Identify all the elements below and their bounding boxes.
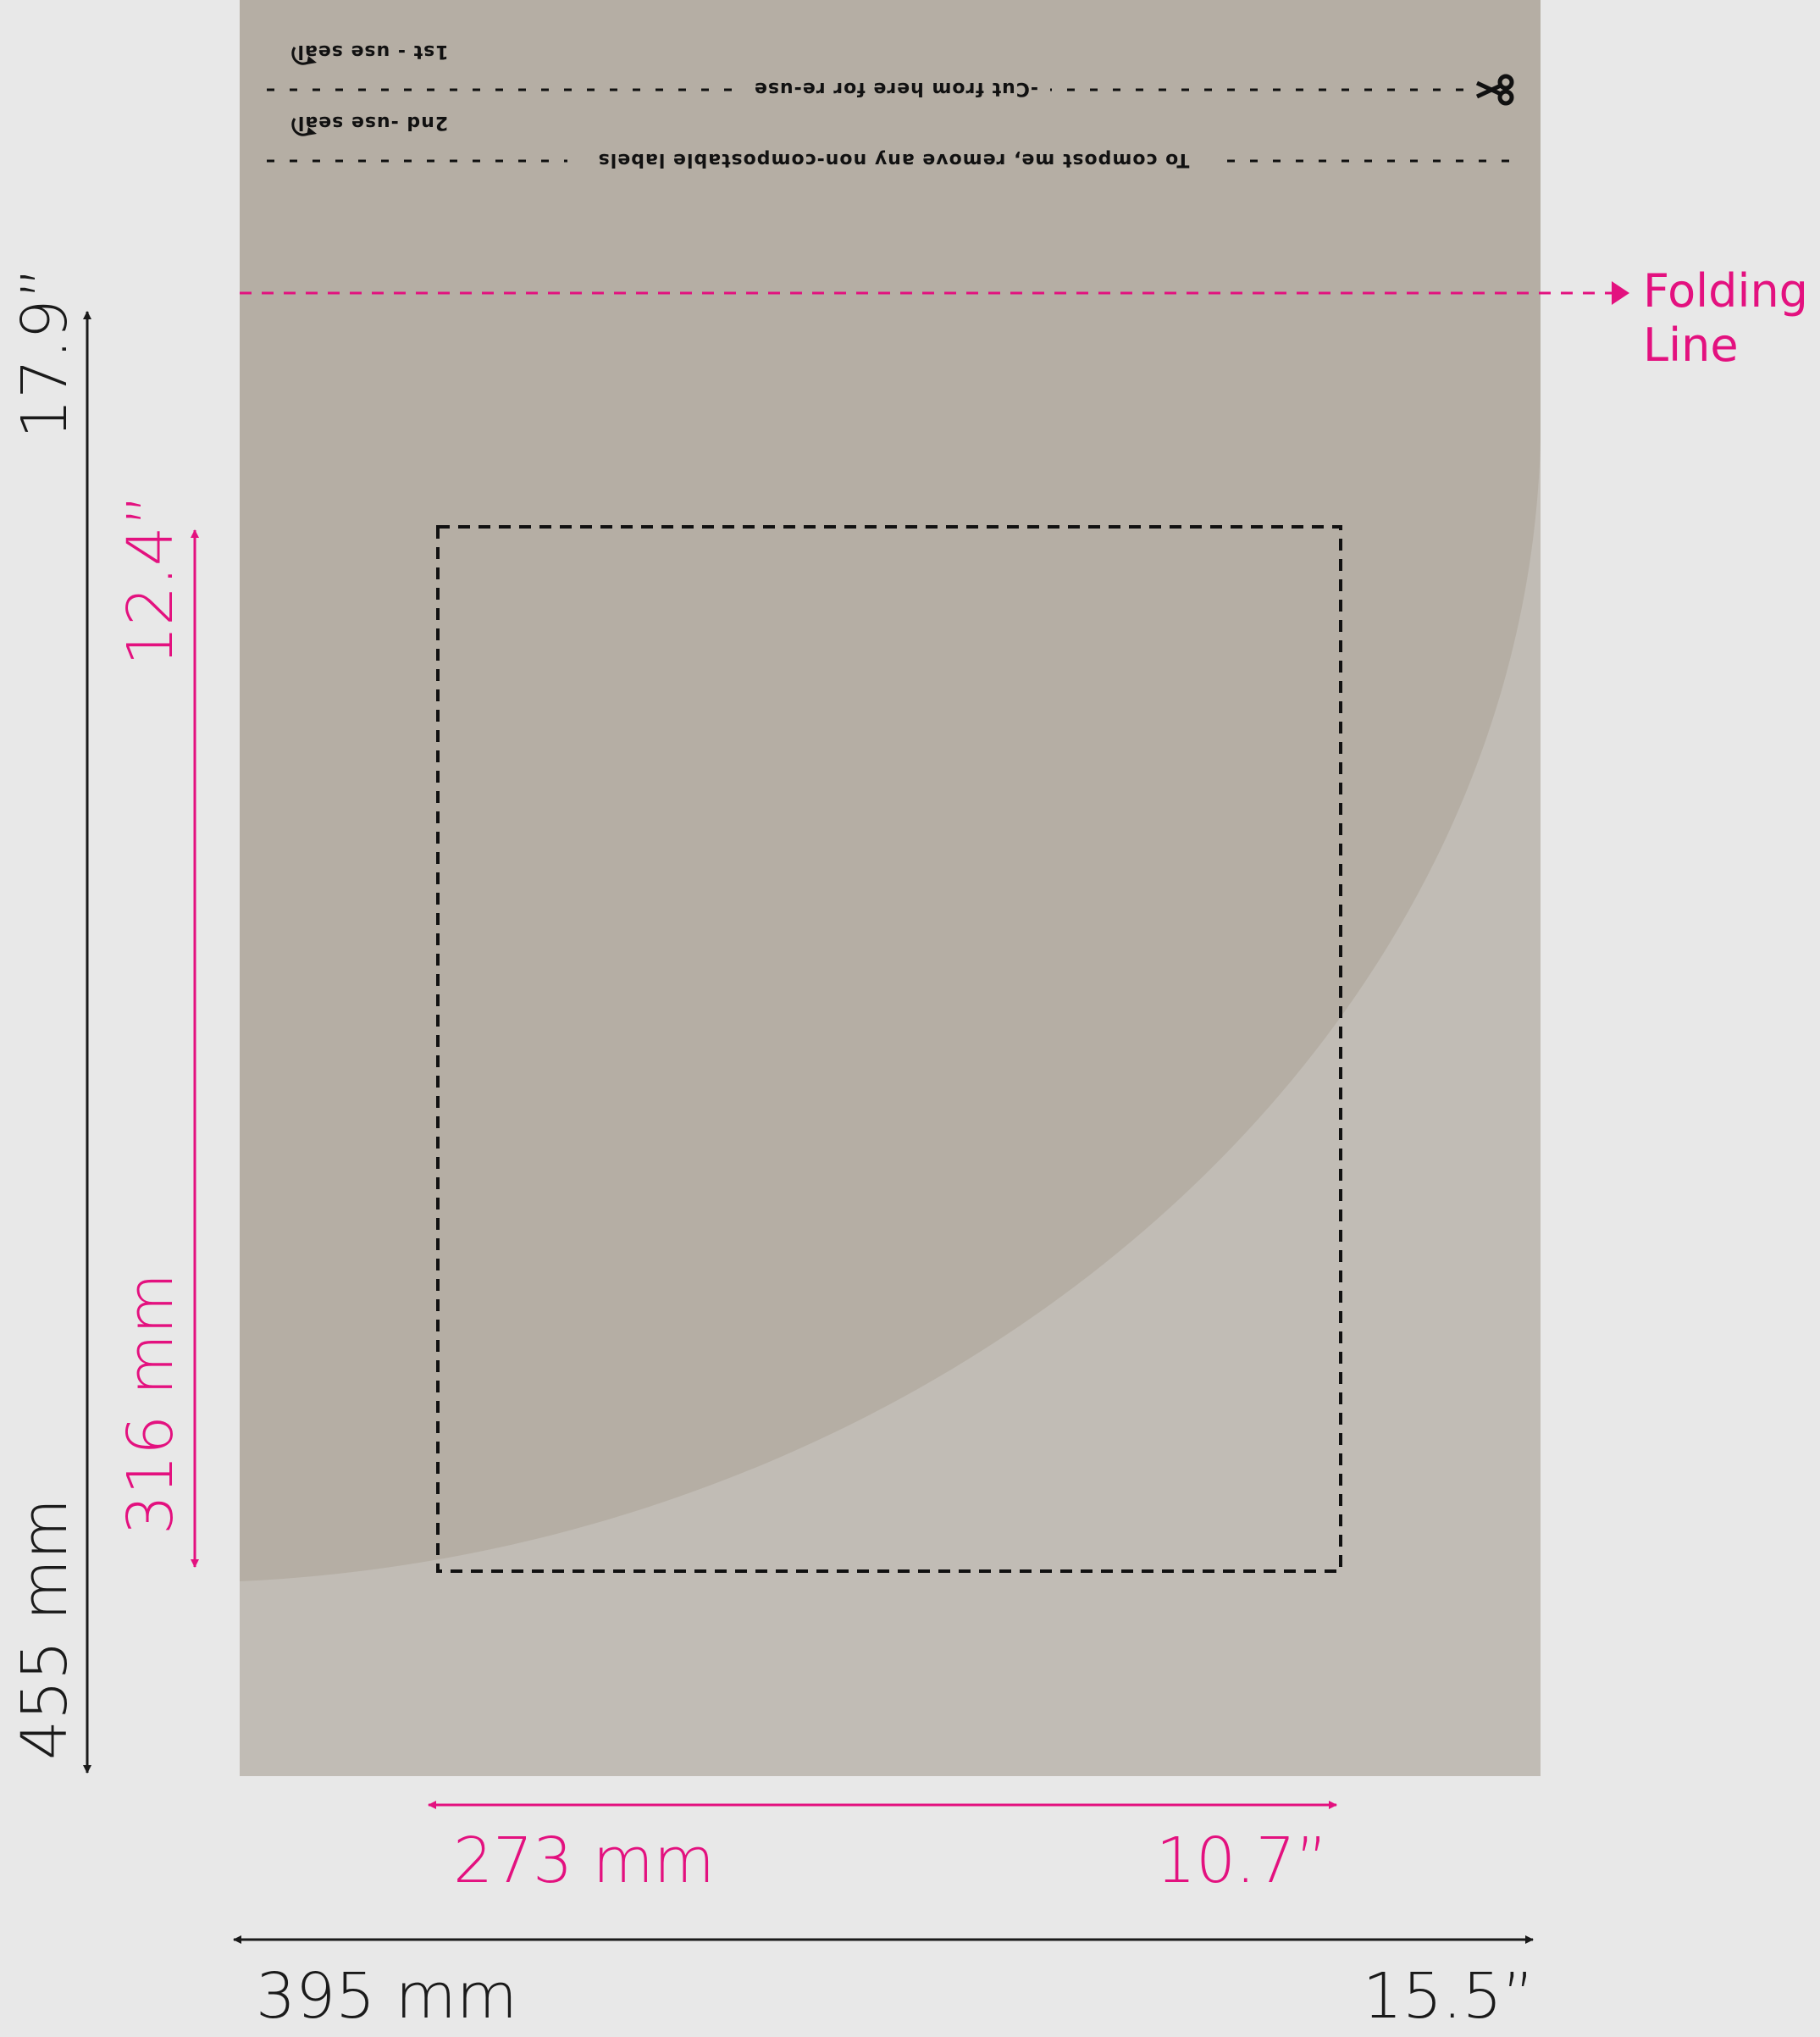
- scissors-icon: [1475, 74, 1514, 106]
- bag-height-mm-label: 455 mm: [8, 1498, 81, 1760]
- folding-line-arrowhead: [1612, 281, 1629, 305]
- bag-width-in-label: 15.5”: [1363, 1960, 1535, 2033]
- second-seal-label: 2nd -use seal: [297, 112, 448, 133]
- window-width-in-label: 10.7”: [1156, 1824, 1328, 1897]
- window-width-mm-label: 273 mm: [453, 1824, 715, 1897]
- window-height-in-label: 12.4”: [114, 494, 187, 666]
- cut-line-label: -Cut from here for re-use: [754, 78, 1038, 99]
- reseal-arrow-icon: [291, 118, 317, 136]
- reseal-arrow-icon: [291, 47, 317, 65]
- bag-curve-shade: [240, 0, 1541, 1581]
- compost-line-label: To compost me, remove any non-compostabl…: [598, 149, 1190, 170]
- window-height-mm-label: 316 mm: [114, 1273, 187, 1535]
- bag-height-in-label: 17.9”: [8, 267, 81, 439]
- folding-line-label-1: Folding: [1643, 264, 1808, 318]
- folding-line-label-2: Line: [1643, 318, 1739, 372]
- first-seal-label: 1st - use seal: [296, 41, 448, 62]
- window-outline: [436, 525, 1342, 1573]
- top-strip: 1st - use seal -Cut from here for re-use…: [267, 41, 1516, 176]
- bag-width-mm-label: 395 mm: [256, 1960, 517, 2033]
